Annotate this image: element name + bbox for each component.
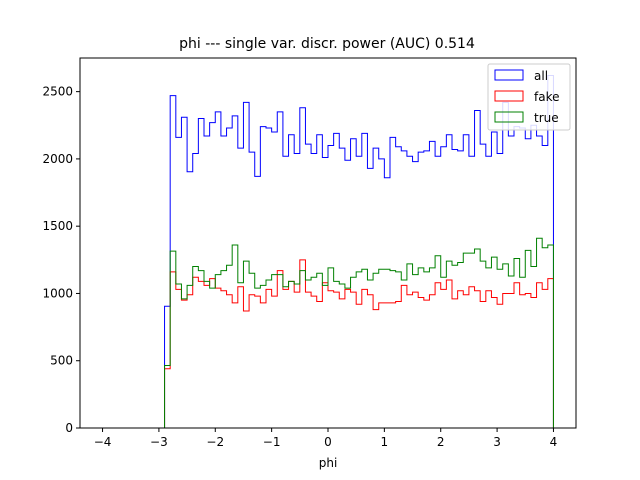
legend-swatch-all	[494, 69, 524, 81]
legend-swatch-true	[494, 111, 524, 123]
x-tick-label: −2	[206, 435, 224, 449]
y-tick-label: 1000	[42, 286, 73, 300]
legend-label-all: all	[534, 69, 548, 83]
series-layer	[102, 74, 554, 429]
x-tick-label: −3	[150, 435, 168, 449]
y-tick-label: 2500	[42, 85, 73, 99]
series-all-histogram	[102, 74, 554, 429]
series-fake-histogram	[102, 259, 554, 429]
x-axis-label: phi	[319, 456, 338, 470]
legend-label-true: true	[534, 111, 559, 125]
legend: all fake true	[487, 63, 571, 131]
chart-title: phi --- single var. discr. power (AUC) 0…	[179, 36, 475, 52]
x-tick-label: 0	[324, 435, 332, 449]
legend-swatch-fake	[494, 90, 524, 102]
y-tick-label: 1500	[42, 219, 73, 233]
y-tick-label: 0	[65, 421, 73, 435]
x-tick-label: 3	[493, 435, 501, 449]
series-true-histogram	[102, 237, 554, 429]
y-tick-label: 500	[50, 354, 73, 368]
y-tick-label: 2000	[42, 152, 73, 166]
x-tick-label: −1	[263, 435, 281, 449]
legend-label-fake: fake	[534, 90, 559, 104]
x-tick-label: 2	[437, 435, 445, 449]
y-axis: 0 500 1000 1500 2000 2500	[42, 85, 80, 435]
x-tick-label: 1	[381, 435, 389, 449]
x-axis: −4 −3 −2 −1 0 1 2 3 4	[94, 428, 558, 449]
x-tick-label: 4	[550, 435, 558, 449]
x-tick-label: −4	[94, 435, 112, 449]
